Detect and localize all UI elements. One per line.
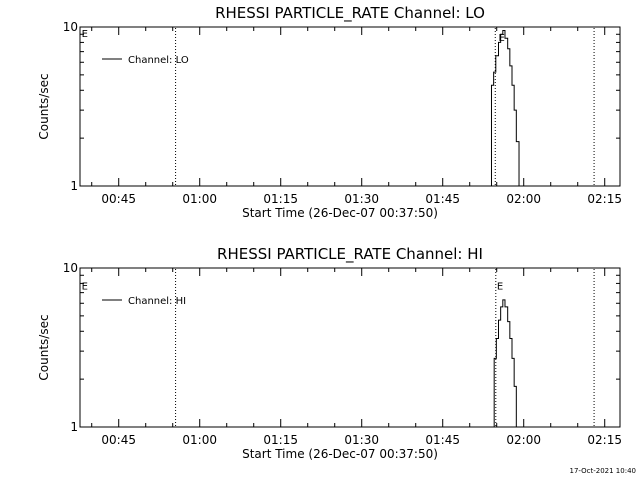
x-tick-label: 00:45 [101, 433, 136, 447]
chart-panel-2: RHESSI PARTICLE_RATE Channel: HI 00:45 01:… [37, 245, 622, 461]
x-tick-label: 00:45 [101, 192, 136, 206]
x-tick-label: 01:15 [263, 433, 298, 447]
y-tick-label: 1 [70, 179, 78, 193]
x-tick-label: 02:15 [587, 433, 622, 447]
series-line [489, 30, 520, 187]
x-axis-label: Start Time (26-Dec-07 00:37:50) [242, 206, 438, 220]
chart-panel-1: RHESSI PARTICLE_RATE Channel: LO 00:45 01:… [37, 4, 622, 220]
plot-frame [79, 26, 621, 187]
x-tick-label: 01:00 [182, 192, 217, 206]
chart-title: RHESSI PARTICLE_RATE Channel: HI [217, 245, 483, 264]
y-axis-label: Counts/sec [37, 314, 51, 380]
y-tick-label: 1 [70, 420, 78, 434]
y-tick-label: 10 [63, 20, 78, 34]
legend-label: Channel: HI [128, 296, 186, 307]
x-tick-label: 02:15 [587, 192, 622, 206]
event-marker: E [497, 281, 503, 292]
x-tick-label: 02:00 [506, 433, 541, 447]
series-line [492, 299, 517, 428]
event-marker: E [82, 281, 88, 292]
x-tick-label: 01:15 [263, 192, 298, 206]
x-tick-label: 01:00 [182, 433, 217, 447]
event-marker: E [499, 33, 505, 44]
y-tick-label: 10 [63, 261, 78, 275]
x-tick-label: 01:45 [425, 433, 460, 447]
x-axis-label: Start Time (26-Dec-07 00:37:50) [242, 447, 438, 461]
legend-label: Channel: LO [128, 55, 189, 66]
y-axis-label: Counts/sec [37, 73, 51, 139]
x-tick-label: 01:30 [344, 433, 379, 447]
x-tick-label: 01:45 [425, 192, 460, 206]
chart-title: RHESSI PARTICLE_RATE Channel: LO [215, 4, 485, 23]
x-tick-label: 02:00 [506, 192, 541, 206]
event-marker: E [82, 29, 88, 40]
x-tick-label: 01:30 [344, 192, 379, 206]
timestamp-label: 17-Oct-2021 10:40 [570, 467, 636, 475]
plot-frame [79, 267, 621, 428]
